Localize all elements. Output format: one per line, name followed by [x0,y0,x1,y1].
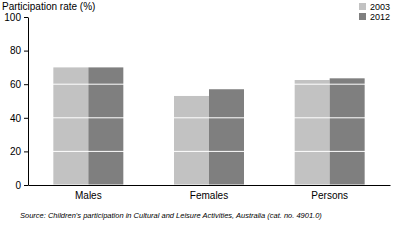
grid-line [28,185,390,186]
legend: 20032012 [359,2,390,22]
grid-line [28,151,390,152]
y-tick-label: 0 [15,180,21,191]
grid-line [28,84,390,85]
bar [174,96,209,185]
bar [209,89,244,185]
y-tick-mark [24,151,28,152]
y-tick-label: 20 [10,146,22,157]
y-tick-mark [24,84,28,85]
y-tick: 20 [10,146,28,157]
x-tick: Persons [311,185,348,201]
legend-swatch [359,3,366,10]
plot: 0 20 40 60 80 100 Males Females Persons [4,12,390,201]
x-tick: Males [75,185,102,201]
bar [53,67,88,185]
x-tick-label: Males [75,190,102,201]
bar [295,80,330,185]
legend-label: 2012 [370,12,390,22]
x-tick-label: Persons [311,190,348,201]
legend-swatch [359,13,366,20]
grid-line [28,50,390,51]
x-axis-line [29,185,391,186]
y-tick: 40 [10,113,28,124]
grid-line [28,117,390,118]
marks [28,17,390,185]
y-tick: 80 [10,45,28,56]
x-axis: Males Females Persons [29,185,391,201]
x-tick-label: Females [190,190,228,201]
bar [330,78,365,185]
y-tick-mark [24,51,28,52]
y-tick-label: 80 [10,45,22,56]
source-note: Source: Children's participation in Cult… [20,211,322,220]
y-axis-line [28,18,29,186]
x-tick: Females [190,185,228,201]
y-tick-mark [24,185,28,186]
y-tick: 0 [15,180,28,191]
grid-line [28,17,390,18]
chart: 0 20 40 60 80 100 Males Females Persons Participa… [0,0,397,227]
y-axis: 0 20 40 60 80 100 [4,12,28,191]
y-tick-mark [24,17,28,18]
y-tick-label: 100 [4,12,21,23]
y-tick-label: 40 [10,113,22,124]
y-axis-title: Participation rate (%) [2,1,95,12]
y-tick-mark [24,118,28,119]
bar [88,67,123,185]
y-tick: 100 [4,12,28,23]
legend-label: 2003 [370,2,390,12]
y-tick-label: 60 [10,79,22,90]
y-tick: 60 [10,79,28,90]
